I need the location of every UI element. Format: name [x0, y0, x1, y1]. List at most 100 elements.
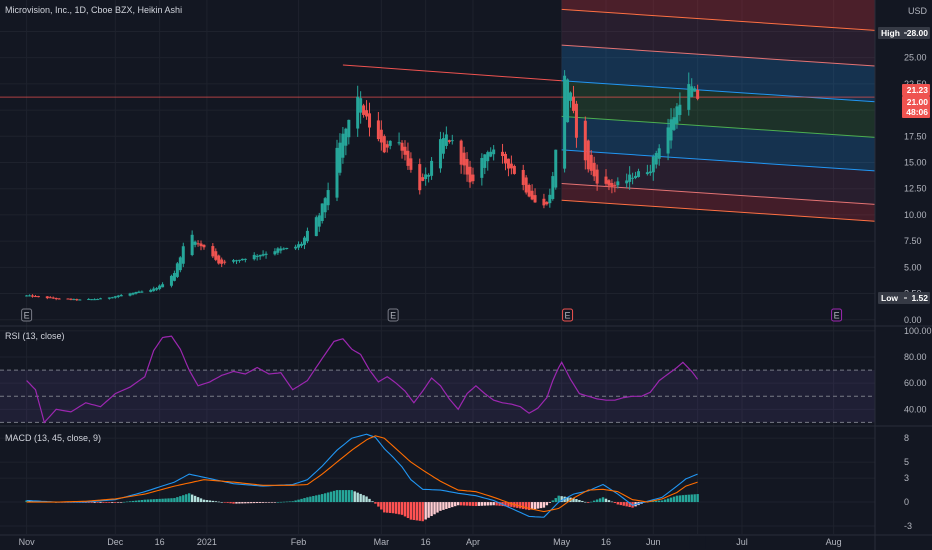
candle-body [57, 298, 61, 300]
macd-histogram-bar [391, 502, 395, 514]
macd-histogram-bar [666, 498, 670, 503]
candle-body [78, 299, 82, 301]
earnings-marker[interactable] [21, 308, 33, 322]
candle-body [503, 153, 507, 164]
pitchfork-zone [561, 45, 875, 102]
candle-body [424, 174, 428, 180]
y-tick-label: 0.00 [904, 315, 922, 325]
earnings-marker[interactable] [831, 308, 843, 322]
macd-histogram-bar [196, 497, 200, 503]
macd-histogram-bar [276, 502, 280, 503]
y-tick-label: 5 [904, 457, 909, 467]
macd-histogram-bar [149, 499, 152, 503]
macd-histogram-bar [128, 501, 132, 503]
macd-histogram-bar [560, 496, 563, 503]
x-tick-label: 16 [421, 537, 431, 547]
macd-histogram-bar [536, 502, 540, 509]
candle-body [317, 215, 321, 227]
candle-body [234, 260, 238, 262]
macd-histogram-bar [365, 496, 368, 503]
macd-histogram-bar [137, 500, 141, 503]
price-pill-value: 48:06 [906, 107, 928, 117]
macd-histogram-bar [247, 502, 250, 504]
candle-body [545, 202, 549, 205]
macd-histogram-bar [400, 502, 404, 515]
candle-body [116, 295, 120, 297]
candle-body [338, 142, 342, 173]
pitchfork-line [561, 44, 875, 67]
macd-histogram-bar [332, 490, 336, 503]
macd-histogram-bar [167, 498, 170, 503]
macd-histogram-bar [590, 501, 593, 503]
candle-body [672, 117, 676, 130]
macd-histogram-bar [377, 502, 380, 507]
candle-body [264, 253, 268, 255]
x-tick-label: 2021 [197, 537, 217, 547]
macd-histogram-bar [477, 502, 481, 506]
candle-body [28, 295, 32, 297]
candle-body [214, 251, 218, 260]
candle-body [178, 257, 182, 271]
candle-body [604, 176, 608, 184]
macd-histogram-bar [578, 499, 581, 503]
candle-body [465, 159, 469, 175]
macd-histogram-bar [267, 502, 271, 503]
candle-body [589, 154, 593, 171]
macd-histogram-bar [545, 502, 549, 506]
candle-body [96, 299, 100, 301]
candle-body [193, 241, 197, 245]
candle-body [388, 140, 392, 146]
earnings-marker[interactable] [387, 308, 399, 322]
macd-histogram-bar [530, 502, 534, 510]
drawing-overlays[interactable] [0, 64, 875, 98]
macd-histogram-bar [359, 493, 362, 503]
macd-histogram-bar [253, 502, 256, 504]
pitchfork-drawing[interactable] [561, 0, 875, 222]
candle-body [430, 160, 434, 176]
candle-body [533, 195, 537, 203]
earnings-marker[interactable] [562, 308, 574, 322]
price-pill-value: 1.52 [911, 293, 928, 303]
x-tick-label: Nov [19, 537, 36, 547]
macd-histogram-bar [90, 502, 93, 503]
candle-body [305, 230, 309, 242]
macd-histogram-bar [504, 502, 507, 507]
macd-histogram-bar [409, 502, 413, 520]
candle-body [347, 119, 351, 138]
macd-histogram-bar [205, 500, 209, 503]
macd-histogram-bar [622, 502, 625, 506]
candle-body [72, 299, 76, 301]
x-tick-label: 16 [155, 537, 165, 547]
candle-body [654, 153, 658, 165]
macd-histogram-bar [235, 502, 238, 504]
trend-line[interactable] [342, 64, 562, 82]
macd-histogram-bar [507, 502, 510, 507]
candle-body [341, 133, 345, 158]
macd-histogram-bar [176, 497, 179, 503]
price-pill-value: 28.00 [907, 28, 929, 38]
candle-body [131, 292, 135, 295]
currency-label[interactable]: USD [908, 6, 928, 16]
macd-histogram-bar [146, 499, 150, 503]
macd-histogram-bar [312, 495, 315, 503]
macd-histogram-bar [350, 490, 353, 503]
candle-body [282, 248, 286, 250]
macd-histogram-bar [303, 498, 306, 503]
macd-histogram-bar [430, 502, 433, 517]
price-pill [902, 84, 930, 96]
candle-body [427, 174, 431, 177]
macd-histogram-bar [261, 502, 265, 503]
price-pill [902, 106, 930, 118]
macd-histogram-bar [238, 502, 241, 504]
time-axis[interactable]: NovDec162021FebMar16AprMay16Jun16JulAug [19, 536, 842, 549]
macd-histogram-bar [338, 490, 342, 503]
pitchfork-line [561, 182, 875, 205]
macd-histogram-bar [483, 502, 486, 506]
macd-histogram-bar [581, 500, 584, 503]
candle-body [356, 96, 360, 129]
macd-histogram-bar [158, 498, 161, 503]
